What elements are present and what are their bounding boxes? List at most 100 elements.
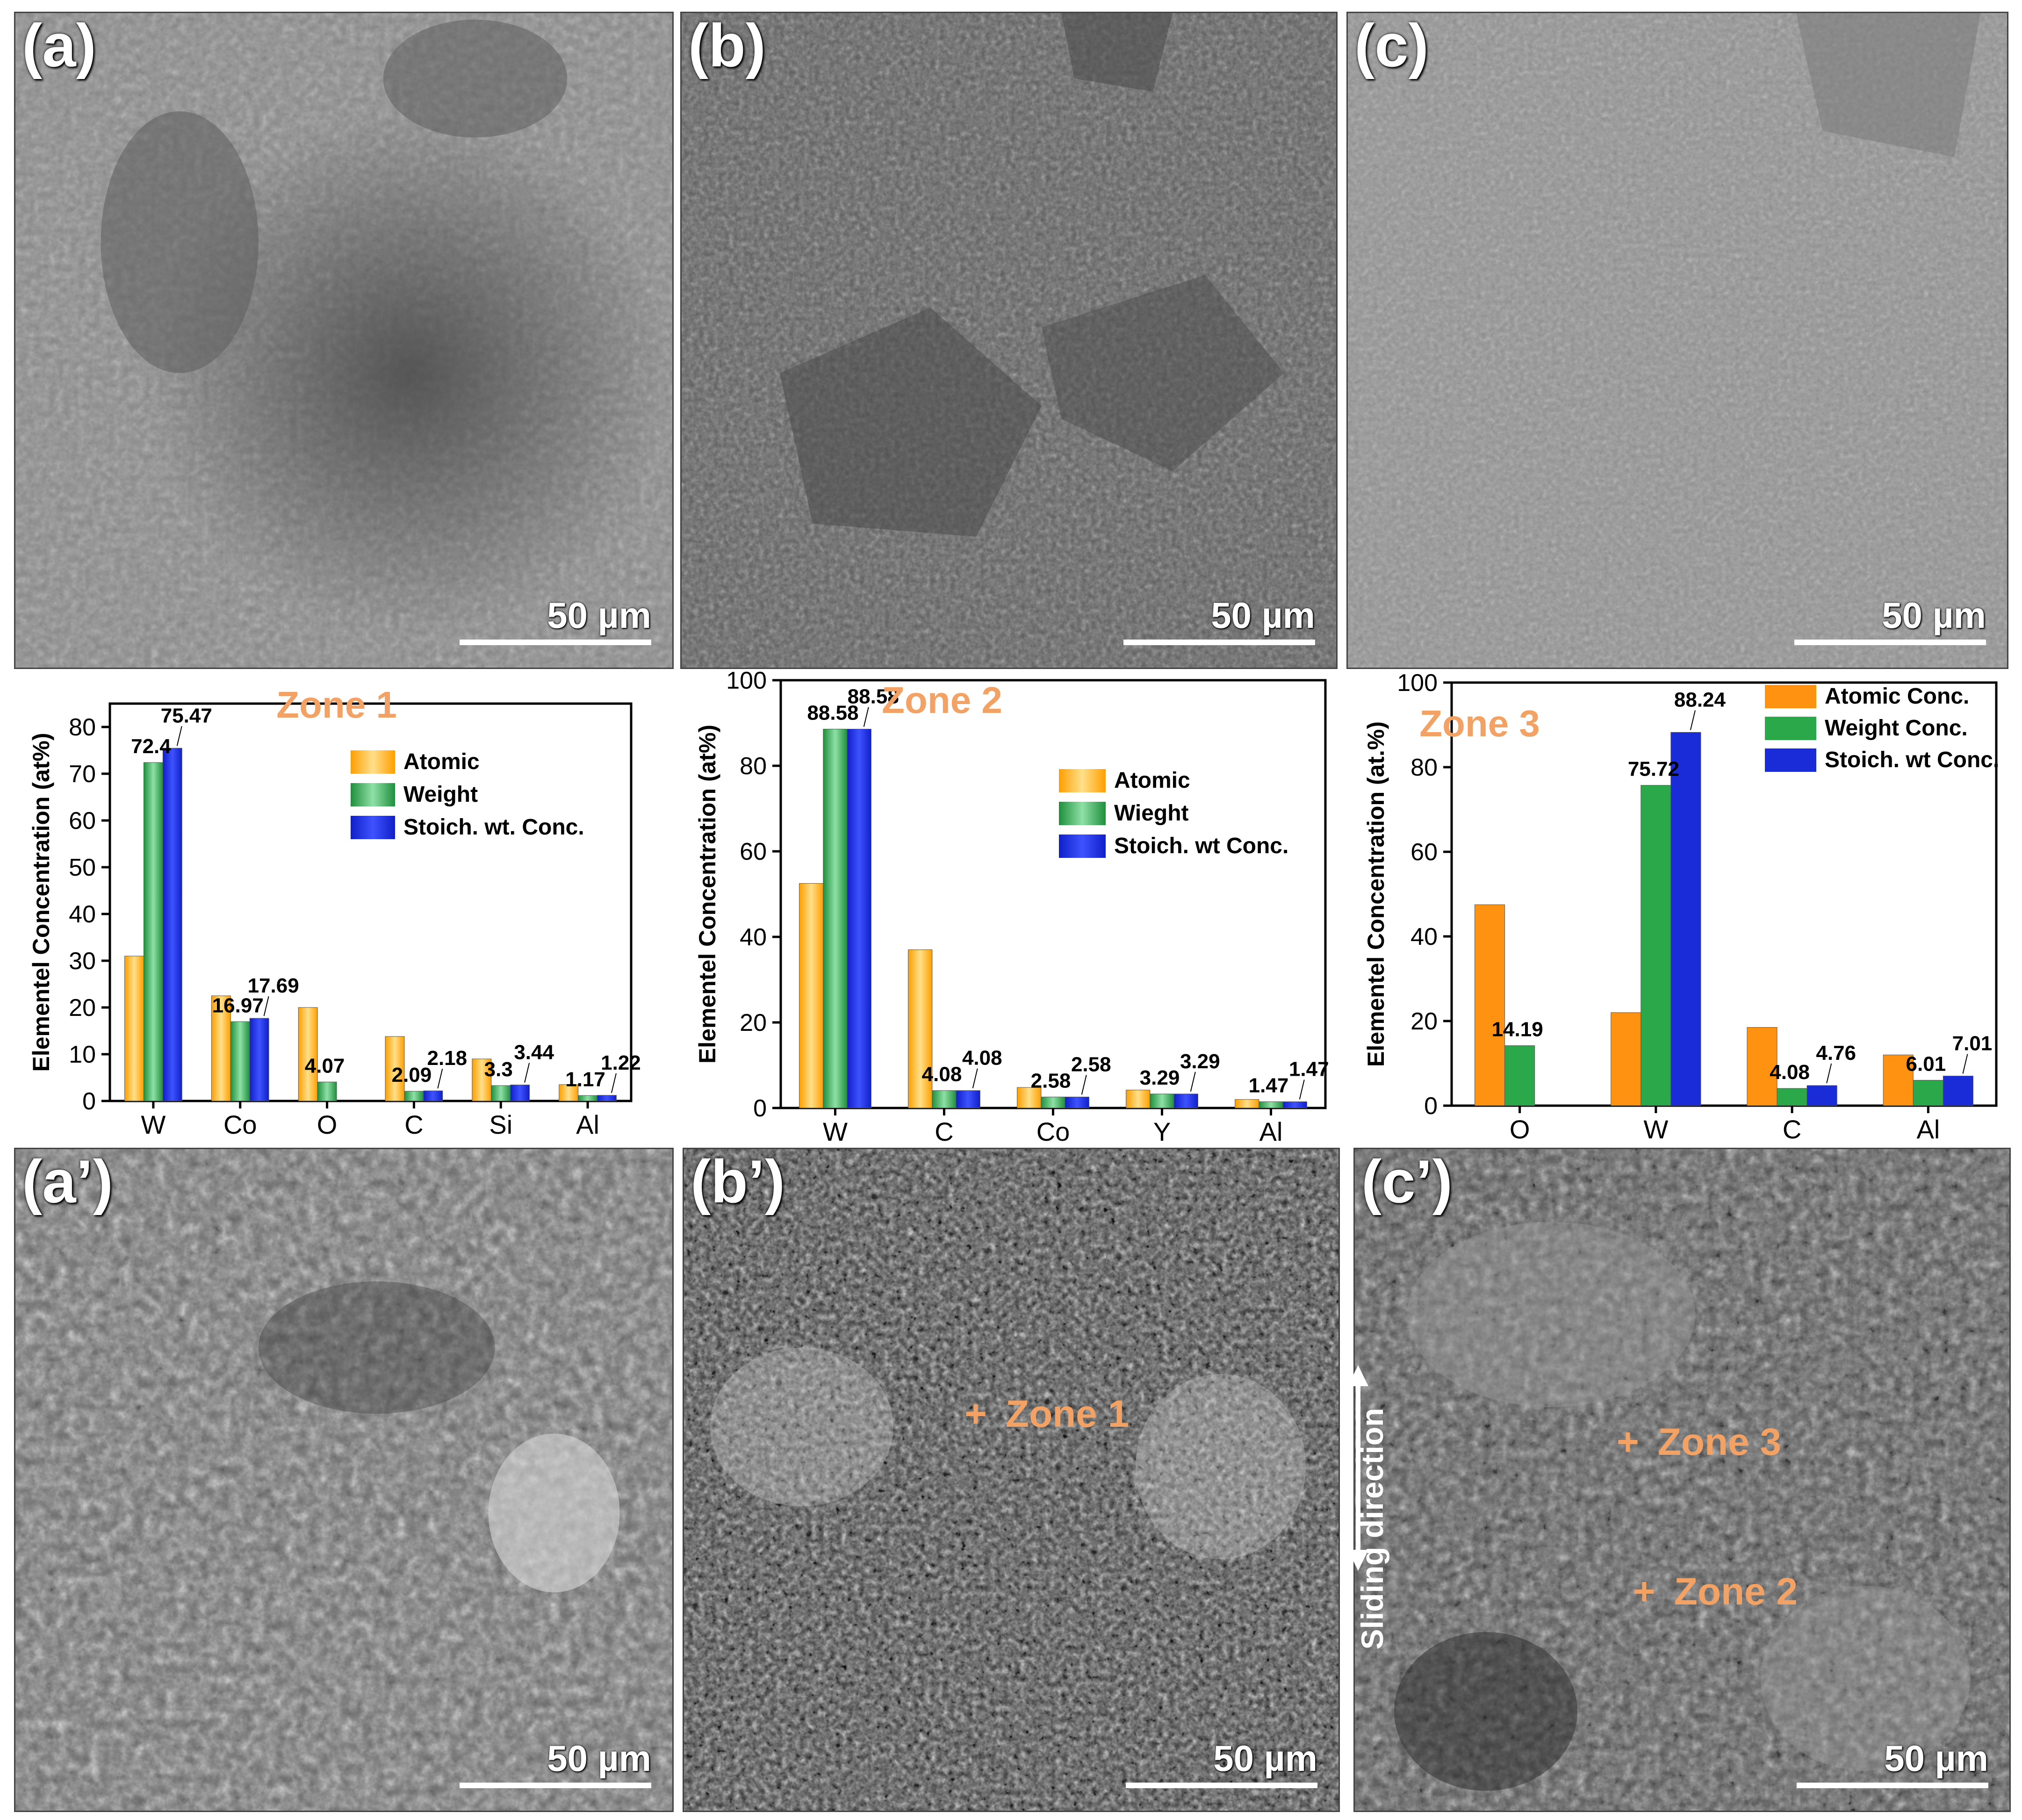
data-label: 4.08 — [962, 1047, 1002, 1070]
data-label: 2.58 — [1031, 1069, 1071, 1092]
scale-bar-line — [1123, 640, 1315, 645]
y-tick-label: 20 — [69, 994, 96, 1022]
data-label: 1.22 — [601, 1051, 641, 1074]
legend-swatch — [1765, 685, 1816, 708]
y-tick-label: 20 — [740, 1009, 767, 1036]
scale-bar-label: 50 µm — [1884, 1738, 1988, 1779]
zone-plus-icon: + — [964, 1393, 987, 1435]
data-label: 2.09 — [392, 1064, 432, 1086]
chart-zone-3-svg: 0 20 40 60 80 100 Elementel Concentration (at.… — [1363, 671, 1999, 1143]
data-label: 7.01 — [1952, 1032, 1993, 1055]
scale-bar-b: 50 µm — [1123, 594, 1315, 645]
bar-stoich-wt-conc--c — [956, 1090, 980, 1108]
scale-bar-a-prime: 50 µm — [460, 1737, 651, 1788]
bar-wieght-w — [823, 728, 848, 1108]
scale-bar-line — [1126, 1783, 1317, 1788]
data-label-leader — [1962, 1054, 1968, 1074]
legend-label: Wieght — [1114, 801, 1189, 826]
y-tick-label: 20 — [1410, 1008, 1438, 1035]
y-tick-label: 0 — [753, 1095, 767, 1122]
data-label: 1.47 — [1289, 1058, 1329, 1081]
sliding-direction-label: Sliding direction — [1355, 1408, 1389, 1650]
y-tick-label: 30 — [69, 948, 96, 975]
data-label: 2.58 — [1071, 1053, 1111, 1076]
data-label-leader — [1690, 710, 1696, 730]
y-tick-label: 100 — [1397, 671, 1438, 697]
x-tick-label: Al — [576, 1110, 599, 1139]
x-tick-label: W — [141, 1110, 166, 1139]
x-tick-label: O — [317, 1110, 338, 1139]
bse-panel-a-prime: (a’) 50 µm — [14, 1148, 674, 1812]
legend-label: Atomic — [1114, 768, 1190, 793]
bar-atomic-al — [559, 1084, 579, 1101]
data-label-leader — [611, 1073, 617, 1093]
bse-panel-c-prime: (c’) + Zone 3 + Zone 2 50 µm — [1353, 1148, 2011, 1812]
bar-atomic-conc--al — [1883, 1054, 1914, 1106]
bse-panel-b-prime: (b’) + Zone 1 50 µm — [683, 1148, 1340, 1812]
panel-label-b-prime: (b’) — [691, 1148, 785, 1216]
data-label: 1.17 — [565, 1068, 605, 1091]
data-label: 4.07 — [305, 1054, 345, 1077]
y-tick-label: 80 — [69, 714, 96, 741]
bar-stoich-wt-conc--w — [847, 728, 871, 1108]
zone-plus-icon: + — [1633, 1570, 1655, 1613]
data-label: 1.47 — [1249, 1074, 1289, 1097]
legend-swatch — [1059, 769, 1106, 792]
legend-swatch — [351, 783, 395, 806]
legend-label: Stoich. wt. Conc. — [403, 815, 584, 840]
scale-bar-line — [460, 640, 651, 645]
data-label-leader — [176, 726, 182, 746]
y-tick-label: 60 — [1410, 839, 1438, 866]
legend-label: Atomic — [403, 749, 480, 774]
bar-atomic-c — [908, 949, 933, 1108]
bar-atomic-o — [298, 1007, 318, 1101]
scale-bar-c: 50 µm — [1794, 594, 1986, 645]
plot-frame — [108, 702, 633, 1102]
data-label-leader — [263, 996, 269, 1016]
legend-label: Stoich. wt Conc. — [1114, 834, 1288, 858]
y-tick-label: 80 — [1410, 754, 1438, 781]
x-tick-label: Co — [223, 1110, 257, 1139]
bar-wieght-y — [1150, 1093, 1174, 1108]
bar-stoich-wt-conc--al — [1943, 1076, 1973, 1106]
y-tick-label: 40 — [69, 901, 96, 928]
data-label-leader — [1081, 1075, 1087, 1095]
x-tick-label: W — [823, 1117, 848, 1143]
bar-atomic-conc--c — [1747, 1027, 1777, 1106]
x-tick-label: Co — [1036, 1117, 1070, 1143]
micrograph-texture — [15, 13, 672, 668]
x-tick-label: C — [935, 1117, 953, 1143]
chart-title: Zone 2 — [882, 679, 1002, 721]
chart-title: Zone 1 — [276, 684, 397, 726]
scale-bar-label: 50 µm — [547, 595, 651, 636]
x-tick-label: Si — [489, 1110, 512, 1139]
legend-swatch — [351, 816, 395, 839]
micrograph-texture — [15, 1149, 672, 1811]
sliding-direction: Sliding direction — [1344, 1365, 1424, 1692]
legend-label: Stoich. wt Conc. — [1825, 748, 1999, 772]
data-label: 88.24 — [1674, 688, 1726, 711]
data-label: 4.76 — [1816, 1042, 1856, 1065]
bar-stoich-wt-conc--si — [510, 1085, 530, 1101]
data-label: 14.19 — [1492, 1018, 1543, 1041]
panel-label-a: (a) — [22, 12, 96, 79]
micrograph-texture — [682, 13, 1336, 668]
bar-stoich-wt-conc--w — [162, 748, 182, 1101]
panel-label-c-prime: (c’) — [1361, 1148, 1453, 1216]
bar-atomic-conc--w — [1611, 1012, 1641, 1106]
data-label-leader — [437, 1068, 443, 1089]
data-label-leader — [972, 1068, 978, 1088]
bar-wieght-al — [1259, 1101, 1283, 1108]
y-tick-label: 80 — [740, 753, 767, 780]
data-label: 4.08 — [1770, 1061, 1810, 1084]
x-tick-label: C — [404, 1110, 423, 1139]
y-tick-label: 40 — [1410, 923, 1438, 950]
data-label: 6.01 — [1906, 1053, 1946, 1076]
bar-weight-conc--c — [1777, 1088, 1807, 1106]
data-label: 17.69 — [248, 974, 299, 997]
data-label-leader — [863, 707, 869, 727]
data-label: 3.3 — [484, 1058, 513, 1081]
data-label: 88.58 — [807, 701, 858, 724]
bar-stoich-wt-conc--al — [1282, 1101, 1307, 1108]
legend-swatch — [1765, 748, 1816, 772]
